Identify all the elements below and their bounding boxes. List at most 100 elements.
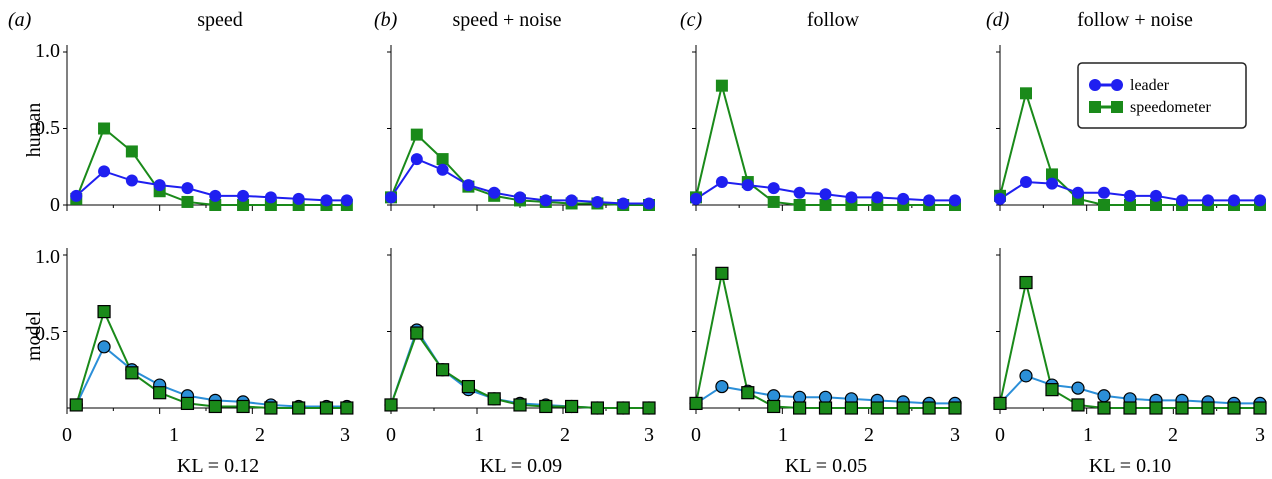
legend-marker-speedometer: [1111, 101, 1123, 113]
point-speedometer: [410, 128, 423, 141]
point-speedometer: [487, 392, 501, 406]
point-speedometer: [292, 401, 306, 415]
point-leader: [97, 340, 111, 354]
legend-label-speedometer: speedometer: [1130, 99, 1212, 116]
point-speedometer: [319, 401, 334, 415]
point-speedometer: [715, 266, 729, 280]
x-tick-label: 0: [691, 424, 701, 446]
point-speedometer: [1019, 275, 1033, 290]
kl-label: KL = 0.10: [1089, 455, 1171, 477]
x-tick-label: 1: [778, 424, 788, 446]
point-leader: [845, 191, 858, 204]
point-speedometer: [616, 401, 630, 415]
x-tick-label: 3: [1255, 424, 1265, 446]
plot-human: [994, 45, 1266, 211]
point-speedometer: [340, 401, 354, 415]
point-leader: [181, 182, 194, 195]
kl-label: KL = 0.05: [785, 455, 867, 477]
point-leader: [1020, 176, 1032, 189]
point-leader: [1254, 194, 1266, 207]
point-speedometer: [98, 122, 111, 135]
y-tick-label: 0: [50, 194, 60, 216]
point-speedometer: [1046, 168, 1058, 181]
point-leader: [320, 194, 333, 207]
point-leader: [385, 191, 397, 204]
legend-entry-leader: leader: [1089, 77, 1170, 94]
x-tick-label: 1: [1083, 424, 1093, 446]
point-speedometer: [125, 366, 139, 380]
point-speedometer: [153, 386, 167, 400]
point-leader: [715, 176, 728, 189]
legend-marker-speedometer: [1089, 101, 1101, 113]
point-speedometer: [767, 399, 781, 414]
point-leader: [1228, 194, 1240, 207]
point-leader: [1098, 186, 1110, 199]
point-speedometer: [1045, 383, 1059, 397]
point-leader: [1097, 389, 1111, 403]
series-line-leader: [390, 327, 649, 409]
x-tick-label: 3: [644, 424, 654, 446]
legend-marker-leader: [1111, 79, 1123, 91]
y-tick-label: 0.5: [35, 323, 60, 345]
legend-label-leader: leader: [1130, 77, 1170, 94]
x-tick-label: 2: [560, 424, 570, 446]
point-leader: [871, 191, 884, 204]
point-speedometer: [1150, 199, 1162, 211]
series-line-speedometer: [390, 330, 649, 409]
panel-d: (d) follow + noise 0 1 2 3 KL = 0.10: [986, 9, 1267, 477]
kl-label: KL = 0.09: [480, 455, 562, 477]
point-leader: [1202, 194, 1214, 207]
point-speedometer: [125, 145, 138, 158]
point-leader: [1071, 381, 1085, 395]
point-leader: [1046, 177, 1058, 190]
point-leader: [897, 192, 910, 205]
point-speedometer: [436, 363, 450, 377]
point-leader: [1072, 186, 1084, 199]
point-leader: [125, 174, 138, 187]
x-tick-label: 0: [386, 424, 396, 446]
point-leader: [715, 379, 729, 394]
series-line-speedometer: [695, 273, 955, 409]
point-speedometer: [209, 199, 222, 211]
point-leader: [923, 194, 936, 207]
y-tick-label: 1.0: [35, 40, 60, 62]
panel-letter: (a): [8, 9, 32, 31]
kl-label: KL = 0.12: [177, 455, 259, 477]
row-label-model: model: [23, 311, 45, 361]
point-speedometer: [1253, 401, 1267, 415]
plot-human: [690, 45, 961, 211]
x-tick-label: 1: [169, 424, 179, 446]
point-speedometer: [461, 379, 475, 394]
point-speedometer: [818, 401, 833, 415]
series-line-speedometer: [75, 308, 347, 409]
point-speedometer: [384, 398, 398, 412]
panel-b: (b) speed + noise 0 1 2 3 KL = 0.09: [374, 9, 656, 477]
point-speedometer: [1097, 401, 1111, 415]
panel-title: follow: [807, 9, 860, 31]
series-line-speedometer: [695, 85, 955, 206]
point-leader: [1176, 194, 1188, 207]
point-speedometer: [922, 401, 936, 415]
point-speedometer: [1123, 401, 1137, 415]
y-tick-label: 1.0: [35, 246, 60, 268]
point-speedometer: [844, 401, 859, 415]
x-tick-label: 0: [995, 424, 1005, 446]
point-leader: [565, 194, 578, 207]
point-speedometer: [642, 401, 656, 415]
point-leader: [643, 197, 655, 210]
x-tick-label: 2: [255, 424, 265, 446]
x-tick-label: 3: [950, 424, 960, 446]
point-leader: [690, 192, 702, 205]
panel-letter: (d): [986, 9, 1010, 31]
point-leader: [209, 189, 222, 202]
point-leader: [591, 195, 604, 208]
x-tick-label: 0: [62, 424, 72, 446]
legend-marker-leader: [1089, 79, 1101, 91]
plot-model: [689, 248, 962, 415]
panel-letter: (b): [374, 9, 398, 31]
point-leader: [436, 163, 449, 176]
point-leader: [949, 194, 961, 207]
point-speedometer: [436, 153, 449, 166]
panel-letter: (c): [680, 9, 703, 31]
